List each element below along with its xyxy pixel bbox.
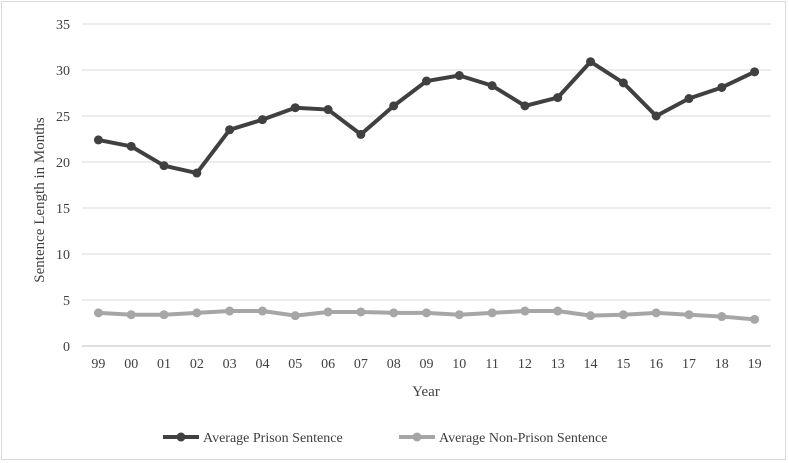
- data-point: [717, 82, 727, 92]
- x-axis-ticks: 99 00 01 02 03 04 05 06 07 08 09 10 11 12 13 14 15 16 17 18…: [91, 357, 761, 372]
- data-point: [750, 67, 760, 77]
- data-point: [422, 308, 431, 318]
- y-axis-ticks: 0 5 10 15 20 25 30 35: [56, 18, 70, 355]
- legend-label: Average Prison Sentence: [203, 431, 343, 446]
- data-point: [257, 306, 267, 316]
- data-point: [192, 308, 202, 318]
- data-point: [323, 105, 333, 115]
- x-tick-label: 07: [354, 357, 368, 372]
- x-tick-label: 00: [124, 357, 138, 372]
- data-point: [356, 129, 366, 139]
- data-point: [487, 308, 497, 318]
- x-tick-label: 08: [387, 357, 401, 372]
- x-tick-label: 02: [190, 357, 204, 372]
- data-point: [553, 306, 563, 316]
- x-tick-label: 17: [682, 357, 696, 372]
- y-tick-label: 0: [63, 340, 70, 355]
- y-tick-label: 30: [56, 64, 70, 79]
- data-point: [454, 310, 464, 320]
- data-point: [192, 168, 202, 178]
- x-tick-label: 19: [748, 357, 762, 372]
- x-tick-label: 13: [551, 357, 565, 372]
- x-axis-label: Year: [412, 384, 440, 400]
- x-tick-label: 18: [715, 357, 729, 372]
- legend-label: Average Non-Prison Sentence: [439, 431, 607, 446]
- data-point: [93, 308, 103, 318]
- data-point: [586, 57, 596, 67]
- y-tick-label: 10: [56, 248, 70, 263]
- data-point: [257, 115, 267, 125]
- data-point: [750, 314, 760, 324]
- data-point: [356, 307, 366, 317]
- x-tick-label: 11: [485, 357, 498, 372]
- x-tick-label: 16: [649, 357, 663, 372]
- series-points: [93, 57, 760, 324]
- data-point: [717, 312, 727, 322]
- y-tick-label: 5: [63, 294, 70, 309]
- data-point: [159, 310, 169, 320]
- y-tick-label: 20: [56, 156, 70, 171]
- x-tick-label: 03: [223, 357, 237, 372]
- data-point: [651, 308, 661, 318]
- data-point: [520, 306, 530, 316]
- data-point: [159, 161, 169, 171]
- data-point: [454, 71, 464, 81]
- y-tick-label: 15: [56, 202, 70, 217]
- data-point: [586, 311, 596, 321]
- legend-swatch-marker: [176, 432, 186, 442]
- x-tick-label: 09: [420, 357, 434, 372]
- y-axis-label: Sentence Length in Months: [32, 117, 48, 283]
- legend-swatch-marker: [412, 432, 422, 442]
- gridlines: [82, 23, 771, 347]
- data-point: [487, 81, 497, 91]
- data-point: [422, 76, 431, 86]
- data-point: [126, 141, 136, 151]
- data-point: [553, 93, 563, 103]
- data-point: [618, 78, 628, 88]
- y-tick-label: 25: [56, 110, 70, 125]
- data-point: [651, 111, 661, 121]
- x-tick-label: 12: [518, 357, 532, 372]
- x-tick-label: 04: [255, 357, 269, 372]
- data-point: [225, 125, 235, 135]
- x-tick-label: 01: [157, 357, 171, 372]
- data-point: [389, 308, 399, 318]
- x-tick-label: 14: [584, 357, 598, 372]
- data-point: [290, 311, 300, 321]
- x-tick-label: 10: [452, 357, 466, 372]
- data-point: [290, 103, 300, 113]
- series-lines: [96, 59, 757, 322]
- legend: Average Prison Sentence Average Non-Priso…: [163, 431, 607, 446]
- data-point: [323, 307, 333, 317]
- x-tick-label: 15: [616, 357, 630, 372]
- data-point: [618, 310, 628, 320]
- data-point: [126, 310, 136, 320]
- data-point: [684, 94, 694, 104]
- y-tick-label: 35: [56, 18, 70, 33]
- data-point: [225, 306, 235, 316]
- x-tick-label: 99: [91, 357, 105, 372]
- data-point: [389, 101, 399, 111]
- x-tick-label: 06: [321, 357, 335, 372]
- x-tick-label: 05: [288, 357, 302, 372]
- data-point: [684, 310, 694, 320]
- data-point: [93, 135, 103, 145]
- data-point: [520, 101, 530, 111]
